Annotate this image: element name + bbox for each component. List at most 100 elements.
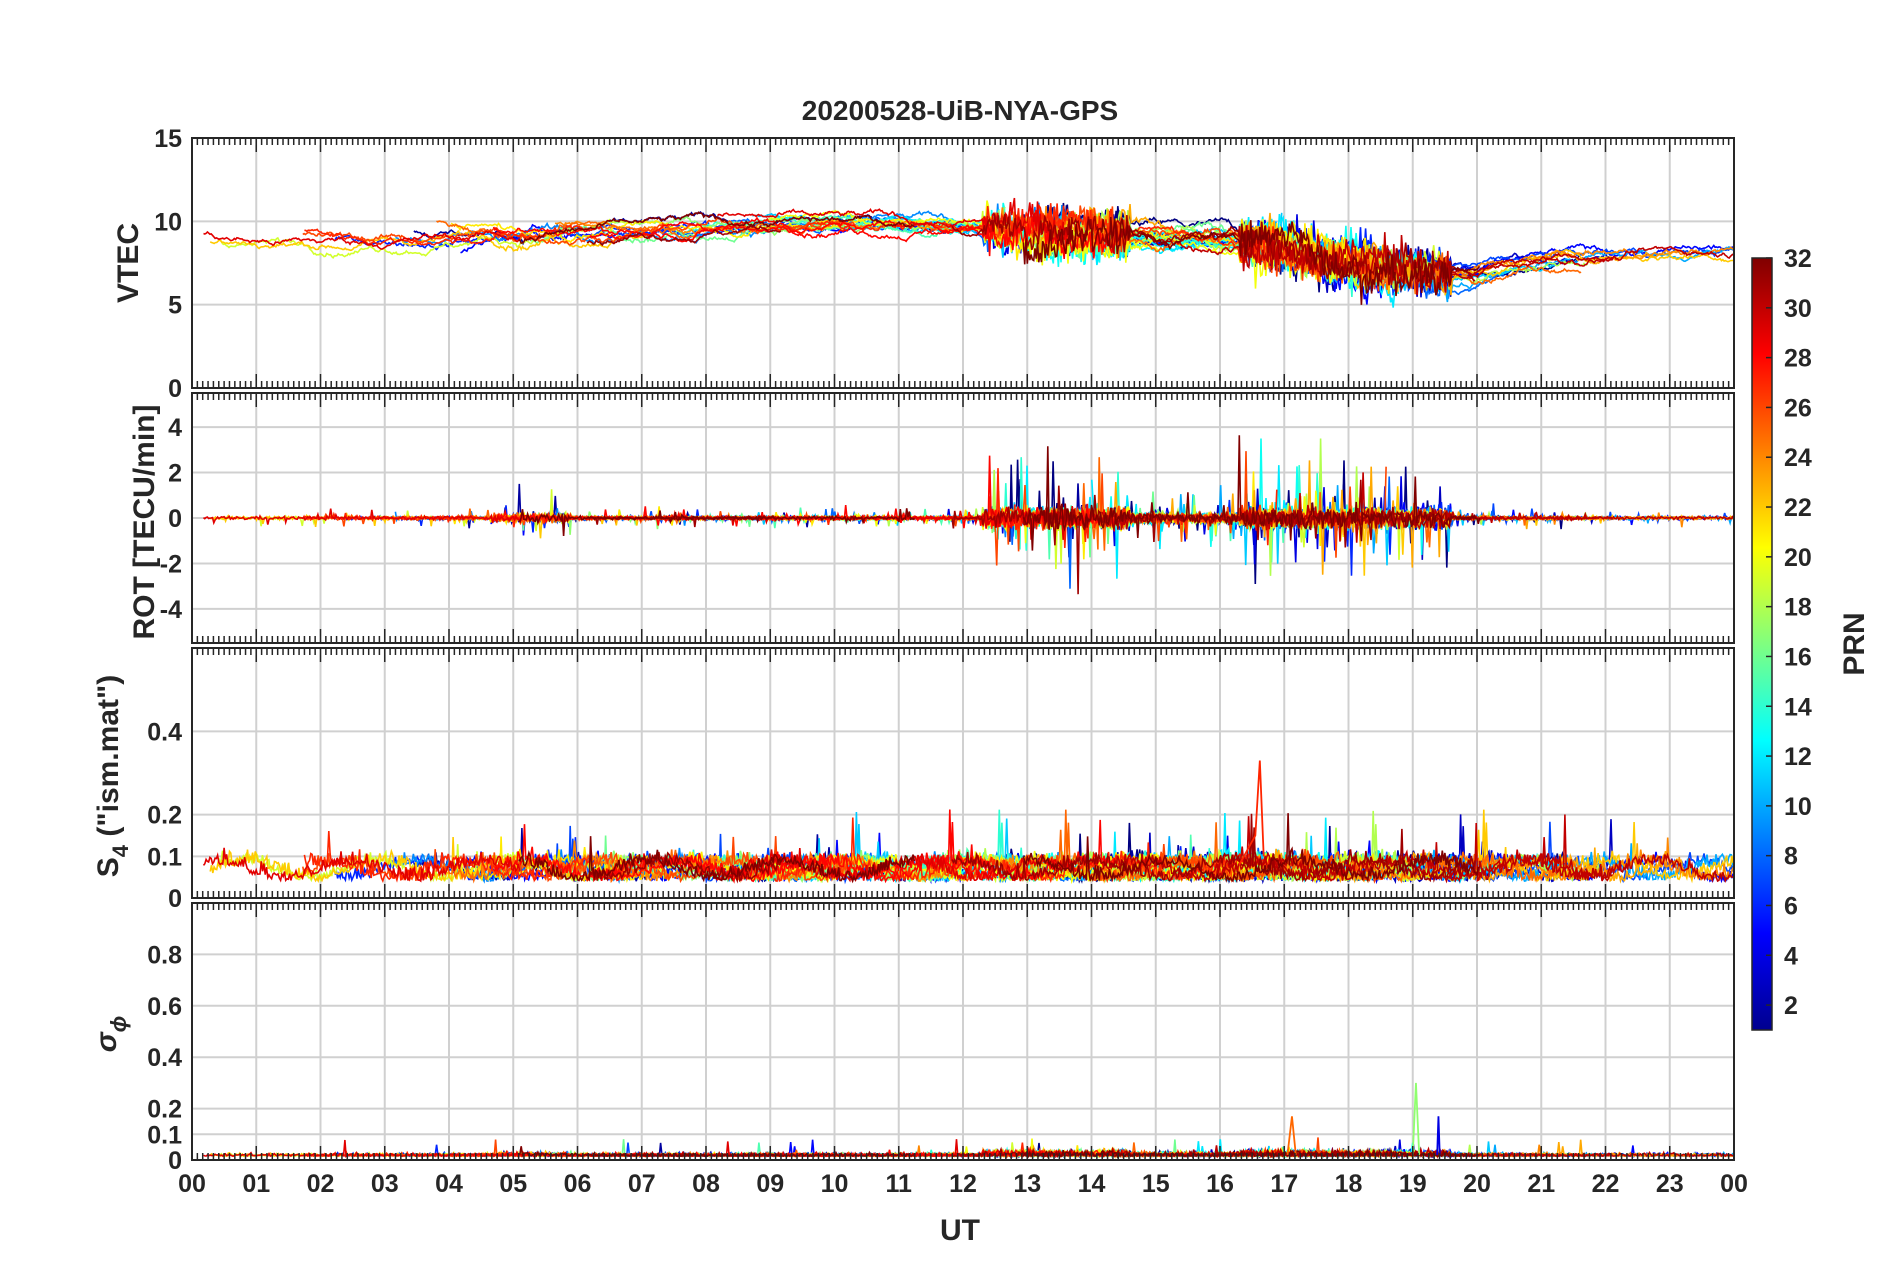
series-line-prn-32 bbox=[1022, 813, 1480, 884]
series-line-prn-27 bbox=[303, 831, 591, 883]
x-tick-label: 18 bbox=[1335, 1170, 1363, 1198]
colorbar bbox=[1751, 257, 1773, 1031]
x-tick-labels: 00 01 02 03 04 05 06 07 08 09 10 11 12 13 14 15 16 17 18 19… bbox=[178, 1170, 1748, 1198]
series-line-prn-32 bbox=[518, 211, 915, 244]
panel-s4: 0 0.1 0.2 0.4 bbox=[147, 647, 1735, 913]
colorbar-tick-label: 14 bbox=[1784, 693, 1812, 721]
y-tick-label: 2 bbox=[168, 460, 182, 488]
ylabel-sigma-phi: σϕ bbox=[90, 1016, 131, 1053]
colorbar-tick-label: 20 bbox=[1784, 544, 1812, 572]
series-group bbox=[202, 760, 1734, 885]
x-tick-label: 20 bbox=[1463, 1170, 1491, 1198]
colorbar-tick-label: 2 bbox=[1784, 992, 1798, 1020]
y-tick-label: -4 bbox=[160, 596, 182, 624]
colorbar-tick-label: 16 bbox=[1784, 643, 1812, 671]
y-tick-label: 0 bbox=[168, 1147, 182, 1175]
panel-vtec: 0 5 10 15 bbox=[154, 125, 1735, 403]
series-line-spike bbox=[1238, 760, 1265, 866]
series-line-prn-30 bbox=[1101, 472, 1613, 543]
series-line-spike bbox=[1411, 1082, 1421, 1155]
xlabel: UT bbox=[940, 1214, 980, 1247]
colorbar-tick-label: 18 bbox=[1784, 594, 1812, 622]
series-line-prn-29 bbox=[716, 197, 1077, 247]
series-line-spike bbox=[1286, 1116, 1297, 1155]
colorbar-label: PRN bbox=[1838, 612, 1871, 675]
series-line-prn-32 bbox=[1022, 216, 1481, 305]
series-line-prn-32 bbox=[1022, 1147, 1480, 1159]
x-tick-label: 22 bbox=[1592, 1170, 1620, 1198]
y-tick-label: 0.1 bbox=[147, 1121, 182, 1149]
y-tick-label: 10 bbox=[154, 208, 182, 236]
series-line-prn-32 bbox=[518, 836, 916, 884]
series-line-prn-9 bbox=[395, 221, 711, 245]
y-tick-label: 0.4 bbox=[147, 1044, 182, 1072]
colorbar-tick-label: 4 bbox=[1784, 942, 1798, 970]
axes-frame bbox=[191, 647, 1735, 899]
series-line-prn-29 bbox=[203, 230, 521, 250]
colorbar-tick-label: 26 bbox=[1784, 394, 1812, 422]
x-tick-label: 23 bbox=[1656, 1170, 1684, 1198]
x-tick-label: 05 bbox=[499, 1170, 527, 1198]
colorbar-tick-label: 6 bbox=[1784, 892, 1798, 920]
x-tick-label: 11 bbox=[886, 1170, 913, 1198]
x-tick-label: 19 bbox=[1399, 1170, 1427, 1198]
series-line-prn-25 bbox=[1056, 809, 1582, 884]
x-tick-label: 01 bbox=[242, 1170, 270, 1198]
x-tick-label: 15 bbox=[1142, 1170, 1170, 1198]
ylabel-vtec: VTEC bbox=[112, 223, 145, 303]
x-tick-label: 06 bbox=[564, 1170, 592, 1198]
x-tick-label: 00 bbox=[178, 1170, 206, 1198]
series-group bbox=[203, 197, 1734, 308]
colorbar-tick-label: 32 bbox=[1784, 245, 1812, 273]
y-tick-label: 0.4 bbox=[147, 718, 182, 746]
colorbar-tick-label: 8 bbox=[1784, 843, 1798, 871]
series-line-prn-31 bbox=[586, 851, 782, 884]
chart-title: 20200528-UiB-NYA-GPS bbox=[802, 95, 1118, 126]
y-tick-label: 0.2 bbox=[147, 1096, 182, 1124]
colorbar-tick-label: 10 bbox=[1784, 793, 1812, 821]
series-line-prn-10 bbox=[1441, 246, 1734, 303]
x-tick-label: 12 bbox=[949, 1170, 977, 1198]
x-tick-label: 13 bbox=[1013, 1170, 1041, 1198]
y-tick-label: 15 bbox=[154, 125, 182, 153]
series-line-prn-31 bbox=[586, 225, 782, 247]
ylabel-s4: S4 ("ism.mat") bbox=[92, 675, 133, 877]
series-line-prn-32 bbox=[1022, 435, 1481, 551]
y-tick-label: 0.2 bbox=[147, 802, 182, 830]
axes-frame bbox=[191, 137, 1735, 389]
ylabel-rot: ROT [TECU/min] bbox=[128, 405, 161, 640]
x-tick-label: 02 bbox=[307, 1170, 335, 1198]
colorbar-tick-label: 22 bbox=[1784, 494, 1812, 522]
series-line-prn-31 bbox=[951, 479, 1476, 595]
series-line-prn-29 bbox=[202, 508, 521, 526]
colorbar-tick-label: 24 bbox=[1784, 444, 1812, 472]
x-tick-label: 16 bbox=[1206, 1170, 1234, 1198]
x-tick-label: 00 bbox=[1720, 1170, 1748, 1198]
series-line-prn-29 bbox=[202, 847, 521, 883]
y-tick-label: 4 bbox=[168, 414, 182, 442]
series-line-prn-27 bbox=[304, 224, 591, 246]
axes-frame bbox=[191, 392, 1735, 644]
axes-frame bbox=[191, 902, 1735, 1161]
series-line-prn-32 bbox=[518, 508, 915, 536]
series-line-spike bbox=[1436, 1116, 1441, 1155]
y-tick-label: -2 bbox=[160, 550, 182, 578]
x-tick-label: 17 bbox=[1270, 1170, 1298, 1198]
y-tick-label: 5 bbox=[168, 292, 182, 320]
y-tick-label: 0 bbox=[168, 375, 182, 403]
x-tick-label: 14 bbox=[1078, 1170, 1106, 1198]
x-tick-label: 03 bbox=[371, 1170, 399, 1198]
y-tick-label: 0.6 bbox=[147, 993, 182, 1021]
panel-rot: -4 -2 0 2 4 bbox=[160, 392, 1735, 644]
x-tick-label: 10 bbox=[821, 1170, 849, 1198]
y-tick-label: 0 bbox=[168, 505, 182, 533]
panel-sigma-phi: 00.10.2 0.4 0.6 0.8 bbox=[147, 902, 1735, 1175]
series-line-prn-31 bbox=[951, 813, 1476, 883]
y-tick-label: 0.1 bbox=[147, 843, 182, 871]
colorbar-tick-label: 30 bbox=[1784, 295, 1812, 323]
series-line-prn-30 bbox=[1211, 225, 1734, 287]
series-group bbox=[202, 435, 1734, 595]
x-tick-label: 08 bbox=[692, 1170, 720, 1198]
x-tick-label: 21 bbox=[1527, 1170, 1555, 1198]
